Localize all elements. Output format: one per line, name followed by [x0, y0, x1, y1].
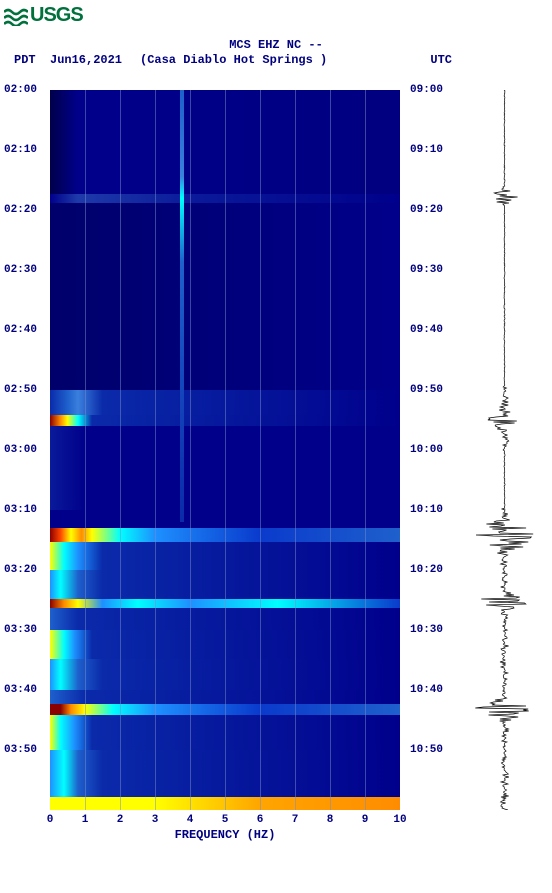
- x-tick-label: 0: [47, 814, 54, 826]
- x-tick-label: 6: [257, 814, 264, 826]
- x-tick-label: 8: [327, 814, 334, 826]
- seismo-trace-path: [475, 90, 533, 810]
- x-tick-label: 9: [362, 814, 369, 826]
- chart-title: MCS EHZ NC --: [0, 38, 552, 52]
- y-left-tick-label: 02:40: [4, 324, 37, 336]
- grid-line: [190, 90, 191, 810]
- x-axis-title: FREQUENCY (HZ): [50, 828, 400, 842]
- y-right-tick-label: 10:50: [410, 744, 443, 756]
- location-label: (Casa Diablo Hot Springs ): [140, 53, 327, 67]
- spectrogram-plot: [50, 90, 400, 810]
- y-right-tick-label: 10:10: [410, 504, 443, 516]
- y-right-tick-label: 09:30: [410, 264, 443, 276]
- y-right-tick-label: 09:20: [410, 204, 443, 216]
- y-right-tick-label: 10:30: [410, 624, 443, 636]
- x-tick-label: 2: [117, 814, 124, 826]
- y-left-tick-label: 03:30: [4, 624, 37, 636]
- y-left-tick-label: 03:50: [4, 744, 37, 756]
- tz-right-label: UTC: [430, 53, 452, 67]
- x-tick-label: 10: [393, 814, 406, 826]
- spectro-streak: [180, 90, 184, 522]
- y-right-tick-label: 09:00: [410, 84, 443, 96]
- wave-icon: [4, 6, 28, 26]
- grid-line: [365, 90, 366, 810]
- x-tick-label: 7: [292, 814, 299, 826]
- grid-line: [330, 90, 331, 810]
- grid-line: [225, 90, 226, 810]
- seismogram-trace: [467, 90, 542, 810]
- y-right-tick-label: 09:40: [410, 324, 443, 336]
- y-left-tick-label: 03:20: [4, 564, 37, 576]
- grid-line: [295, 90, 296, 810]
- spectrogram-canvas: [50, 90, 400, 810]
- x-tick-label: 1: [82, 814, 89, 826]
- y-left-tick-label: 02:00: [4, 84, 37, 96]
- date-label: Jun16,2021: [50, 53, 122, 67]
- y-left-tick-label: 03:40: [4, 684, 37, 696]
- y-left-tick-label: 02:30: [4, 264, 37, 276]
- y-right-tick-label: 10:00: [410, 444, 443, 456]
- usgs-logo: USGS: [4, 4, 83, 27]
- x-tick-label: 3: [152, 814, 159, 826]
- y-right-tick-label: 09:50: [410, 384, 443, 396]
- grid-line: [260, 90, 261, 810]
- logo-text: USGS: [30, 4, 83, 27]
- tz-left-label: PDT: [14, 53, 36, 67]
- grid-line: [120, 90, 121, 810]
- x-tick-label: 4: [187, 814, 194, 826]
- y-right-tick-label: 10:20: [410, 564, 443, 576]
- grid-line: [85, 90, 86, 810]
- y-left-tick-label: 02:50: [4, 384, 37, 396]
- y-right-tick-label: 10:40: [410, 684, 443, 696]
- y-left-tick-label: 02:20: [4, 204, 37, 216]
- y-left-tick-label: 03:10: [4, 504, 37, 516]
- grid-line: [155, 90, 156, 810]
- y-right-tick-label: 09:10: [410, 144, 443, 156]
- y-left-tick-label: 03:00: [4, 444, 37, 456]
- y-left-tick-label: 02:10: [4, 144, 37, 156]
- x-tick-label: 5: [222, 814, 229, 826]
